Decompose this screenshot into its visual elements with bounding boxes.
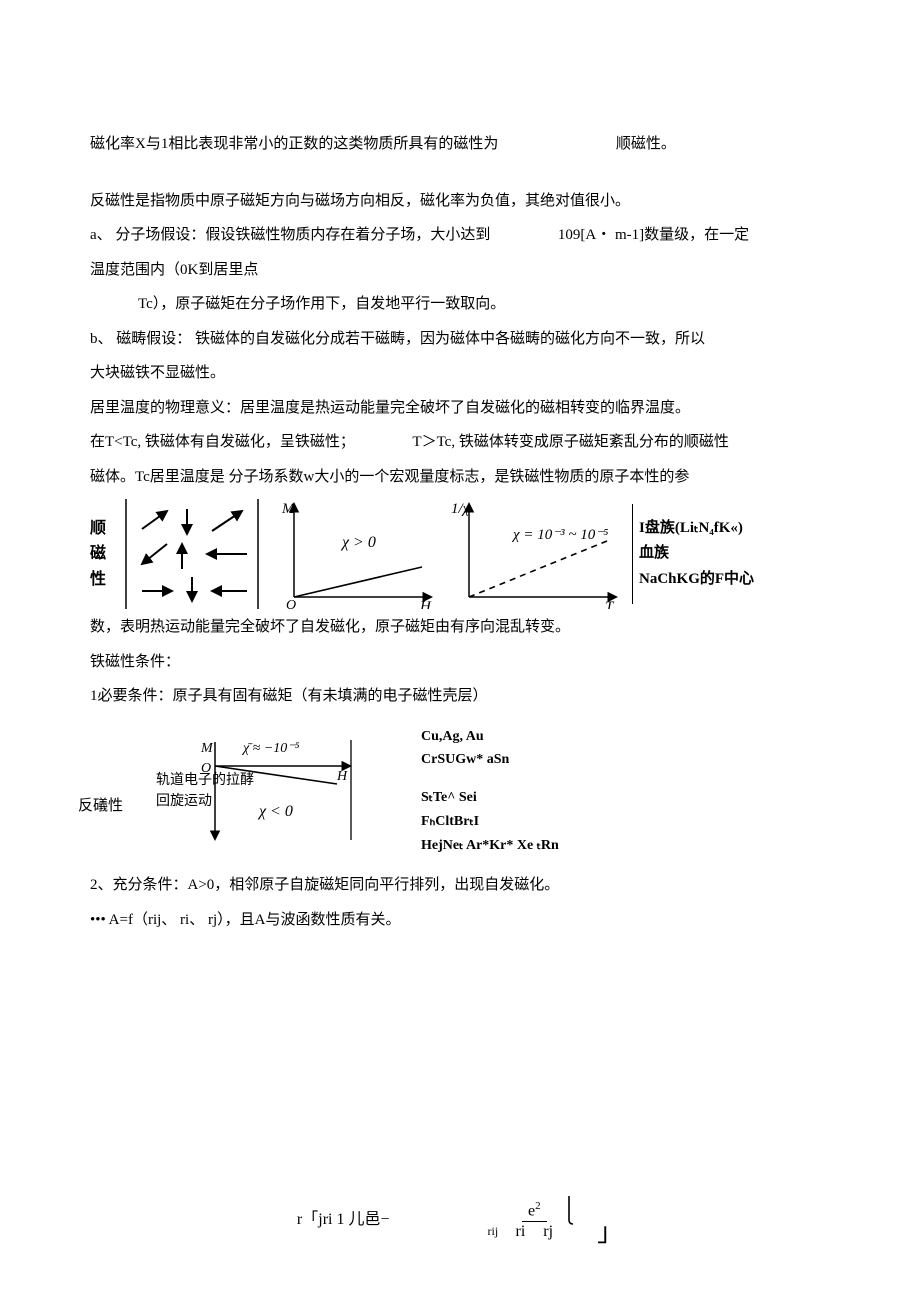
axis-m2: M: [200, 741, 214, 756]
svg-text:O: O: [286, 598, 296, 609]
origin: O: [201, 761, 211, 776]
equation-row: r「jri 1 儿邑− rij e2 ri rj 」: [90, 1194, 830, 1246]
bracket-icon: [567, 1194, 583, 1246]
eq-e: e: [528, 1202, 535, 1219]
diamag-chart: M O H χ̄ ≈ −10⁻⁵ χ < 0: [187, 736, 357, 846]
diamag-label: 反礒性: [78, 792, 123, 821]
m-h-chart: M O H χ > 0: [272, 499, 437, 609]
para-ferro-cond-title: 铁磁性条件：: [90, 648, 830, 677]
diamagnetic-diagram-row: 轨道电子的拉酵 回旋运动 反礒性 M O H χ̄ ≈ −10⁻⁵ χ < 0 …: [90, 725, 830, 858]
para-cond-2: 2、充分条件：A>0，相邻原子自旋磁矩同向平行排列，出现自发磁化。: [90, 871, 830, 900]
text: 磁化率X与1相比表现非常小的正数的这类物质所具有的磁性为: [90, 136, 498, 152]
para-a-func: ••• A=f（rij、 ri、 rj），且A与波函数性质有关。: [90, 906, 830, 935]
para-domain-a: b、 磁畴假设： 铁磁体的自发磁化分成若干磁畴，因为磁体中各磁畴的磁化方向不一致…: [90, 325, 830, 354]
para-after-diag: 数，表明热运动能量完全破坏了自发磁化，原子磁矩由有序向混乱转变。: [90, 613, 830, 642]
axis-invchi: 1/χ: [451, 501, 470, 517]
para-curie-meaning: 居里温度的物理意义：居里温度是热运动能量完全破坏了自发磁化的磁相转变的临界温度。: [90, 394, 830, 423]
chi-range: χ = 10⁻³ ~ 10⁻⁵: [511, 527, 608, 543]
para-molecular-field-c: Tc），原子磁矩在分子场作用下，自发地平行一致取向。: [90, 290, 830, 319]
eq-sup: 2: [535, 1200, 541, 1212]
fraction: e2 ri rj: [510, 1200, 560, 1241]
para-molecular-field-b: 温度范围内（0K到居里点: [90, 256, 830, 285]
text: 109[A・ m-1]数量级，在一定: [558, 227, 749, 243]
text: a、 分子场假设：假设铁磁性物质内存在着分子场，大小达到: [90, 227, 490, 243]
text: 在T<Tc, 铁磁体有自发磁化，呈铁磁性；: [90, 434, 355, 450]
text: T＞Tc, 铁磁体转变成原子磁矩紊乱分布的顺磁性: [412, 434, 728, 450]
corner-bracket: 」: [597, 1220, 623, 1246]
inv-chi-t-chart: 1/χ T χ = 10⁻³ ~ 10⁻⁵: [447, 499, 622, 609]
eq-right: rij e2 ri rj 」: [510, 1194, 624, 1246]
para-curie-cond: 在T<Tc, 铁磁体有自发磁化，呈铁磁性； T＞Tc, 铁磁体转变成原子磁矩紊乱…: [90, 428, 830, 457]
para-cond-1: 1必要条件：原子具有固有磁矩（有未填满的电子磁性壳层）: [90, 682, 830, 711]
paramagnetic-diagram-row: 顺 磁 性 M O H χ > 0 1/χ T χ = 10⁻³ ~ 10⁻⁵: [90, 499, 830, 609]
chi-lt-0: χ < 0: [257, 803, 293, 820]
chi-gt-0: χ > 0: [340, 534, 376, 551]
chi-approx: χ̄ ≈ −10⁻⁵: [241, 741, 300, 756]
axis-h: H: [419, 599, 432, 609]
para-diamag-def: 反磁性是指物质中原子磁矩方向与磁场方向相反，磁化率为负值，其绝对值很小。: [90, 187, 830, 216]
paramagnetic-label: 顺 磁 性: [90, 516, 106, 593]
eq-ri: ri: [516, 1222, 526, 1241]
para-curie-cond2: 磁体。Tc居里温度是 分子场系数w大小的一个宏观量度标志，是铁磁性物质的原子本性…: [90, 463, 830, 492]
eq-rij: rij: [488, 1220, 499, 1243]
axis-t: T: [605, 599, 615, 609]
side-notes-1: I盘族(LiₜN₄fK«) 血族 NaChKG的F中心: [632, 504, 754, 604]
axis-m: M: [281, 501, 296, 517]
para-susceptibility-def: 磁化率X与1相比表现非常小的正数的这类物质所具有的磁性为 顺磁性。: [90, 130, 830, 159]
side-notes-2: Cu,Ag, Au CrSUGw* aSn SₜTe^ Sei FₕCltBrₜ…: [421, 725, 559, 858]
eq-left: r「jri 1 儿邑−: [297, 1205, 390, 1235]
text: 顺磁性。: [616, 136, 676, 152]
spin-arrows-diagram: [122, 499, 262, 609]
eq-rj: rj: [543, 1222, 553, 1241]
axis-h2: H: [336, 769, 348, 784]
para-domain-b: 大块磁铁不显磁性。: [90, 359, 830, 388]
para-molecular-field-a: a、 分子场假设：假设铁磁性物质内存在着分子场，大小达到 109[A・ m-1]…: [90, 221, 830, 250]
